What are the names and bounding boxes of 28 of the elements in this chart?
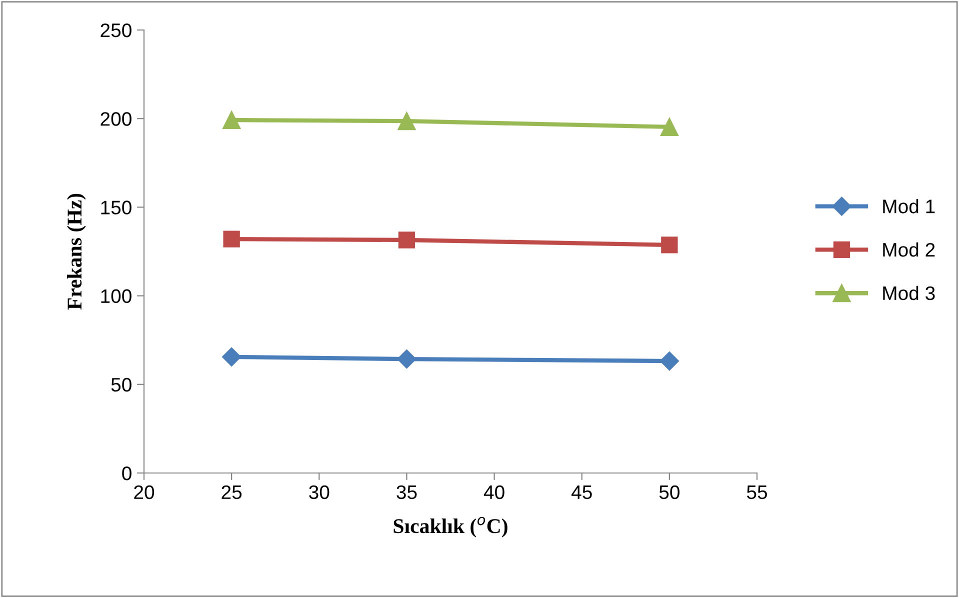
point (223, 230, 240, 248)
legend-label: Mod 2 (883, 242, 935, 257)
x-tick-label: 50 (659, 485, 680, 500)
y-tick-label: 100 (101, 289, 132, 304)
point (661, 236, 678, 254)
x-tick-label: 25 (222, 485, 242, 500)
point (660, 351, 679, 371)
y-tick-label: 200 (100, 112, 132, 126)
x-tick-label: 45 (571, 486, 592, 500)
y-tick-label: 150 (101, 200, 132, 214)
x-tick-label: 40 (484, 485, 504, 500)
y-tick-label: 50 (111, 378, 132, 392)
point (397, 350, 416, 369)
x-tick-label: 55 (746, 486, 767, 500)
point (398, 112, 416, 130)
point (398, 232, 416, 248)
point (222, 110, 241, 130)
x-axis-title: Sıcaklık ($^{o}$C) (394, 516, 508, 538)
y-axis-title: Frekans (Hz) (66, 194, 86, 310)
y-tick-label: 250 (100, 23, 132, 38)
point (660, 118, 678, 136)
legend-label: Mod 1 (883, 199, 935, 214)
x-tick-label: 35 (396, 485, 417, 500)
x-tick-label: 30 (309, 485, 330, 500)
x-tick-label: 20 (134, 485, 154, 500)
point (222, 347, 242, 366)
legend-label: Mod 3 (883, 286, 935, 300)
y-tick-label: 0 (122, 466, 132, 480)
